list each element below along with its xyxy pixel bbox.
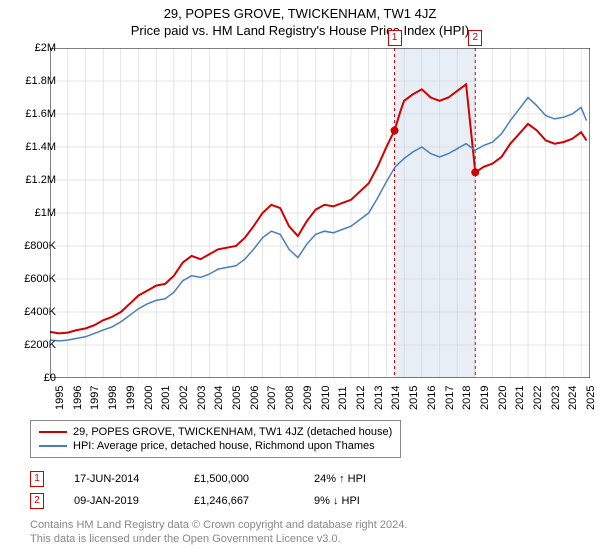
x-axis-label: 2003 [196,386,208,410]
x-axis-label: 2002 [178,386,190,410]
x-axis-label: 2013 [373,386,385,410]
x-axis-label: 2017 [444,386,456,410]
legend-label: 29, POPES GROVE, TWICKENHAM, TW1 4JZ (de… [73,426,392,438]
chart-svg [50,48,590,378]
x-axis-label: 2012 [355,386,367,410]
legend-label: HPI: Average price, detached house, Rich… [73,440,375,452]
x-axis-label: 1996 [72,386,84,410]
x-axis-label: 2014 [390,386,402,410]
chart-container: 29, POPES GROVE, TWICKENHAM, TW1 4JZ Pri… [0,0,600,560]
y-axis-label: £400K [24,306,56,318]
legend-item: 29, POPES GROVE, TWICKENHAM, TW1 4JZ (de… [39,425,392,439]
y-axis-label: £1M [35,207,56,219]
x-axis-label: 2008 [284,386,296,410]
y-axis-label: £600K [24,273,56,285]
x-axis-label: 2021 [514,386,526,410]
x-axis-label: 2011 [337,386,349,410]
x-axis-label: 2024 [567,386,579,410]
x-axis-label: 2022 [532,386,544,410]
x-axis-label: 2018 [461,386,473,410]
x-axis-label: 2001 [160,386,172,410]
transaction-marker: 1 [30,471,44,487]
legend: 29, POPES GROVE, TWICKENHAM, TW1 4JZ (de… [30,420,401,458]
legend-line-swatch [39,431,67,433]
legend-item: HPI: Average price, detached house, Rich… [39,439,392,453]
x-axis-label: 1998 [107,386,119,410]
chart-title: 29, POPES GROVE, TWICKENHAM, TW1 4JZ [0,0,600,21]
x-axis-label: 2004 [213,386,225,410]
x-axis-label: 2025 [585,386,597,410]
x-axis-label: 2016 [426,386,438,410]
x-axis-label: 2006 [249,386,261,410]
transaction-date: 09-JAN-2019 [74,495,164,507]
transaction-row: 1 17-JUN-2014 £1,500,000 24% ↑ HPI [30,468,366,490]
transaction-price: £1,500,000 [194,473,284,485]
x-axis-label: 2009 [302,386,314,410]
y-axis-label: £0 [44,372,56,384]
legend-line-swatch [39,445,67,447]
y-axis-label: £1.8M [25,75,56,87]
x-axis-label: 2023 [550,386,562,410]
chart-plot-area [50,48,590,378]
x-axis-label: 1995 [54,386,66,410]
y-axis-label: £2M [35,42,56,54]
transaction-table: 1 17-JUN-2014 £1,500,000 24% ↑ HPI 2 09-JAN-2… [30,468,366,512]
transaction-delta: 24% ↑ HPI [314,473,366,485]
footer-line2: This data is licensed under the Open Gov… [30,532,407,546]
footer-attribution: Contains HM Land Registry data © Crown c… [30,518,407,547]
x-axis-label: 2000 [143,386,155,410]
x-axis-label: 1999 [125,386,137,410]
x-axis-label: 2005 [231,386,243,410]
y-axis-label: £1.4M [25,141,56,153]
y-axis-label: £1.6M [25,108,56,120]
transaction-date: 17-JUN-2014 [74,473,164,485]
transaction-row: 2 09-JAN-2019 £1,246,667 9% ↓ HPI [30,490,366,512]
x-axis-label: 2010 [320,386,332,410]
chart-subtitle: Price paid vs. HM Land Registry's House … [0,21,600,42]
transaction-price: £1,246,667 [194,495,284,507]
chart-marker-label: 1 [388,30,402,46]
x-axis-label: 2019 [479,386,491,410]
transaction-delta: 9% ↓ HPI [314,495,360,507]
transaction-marker: 2 [30,493,44,509]
x-axis-label: 2015 [408,386,420,410]
y-axis-label: £1.2M [25,174,56,186]
y-axis-label: £800K [24,240,56,252]
x-axis-label: 2020 [497,386,509,410]
y-axis-label: £200K [24,339,56,351]
chart-marker-label: 2 [468,30,482,46]
x-axis-label: 1997 [89,386,101,410]
x-axis-label: 2007 [266,386,278,410]
footer-line1: Contains HM Land Registry data © Crown c… [30,518,407,532]
